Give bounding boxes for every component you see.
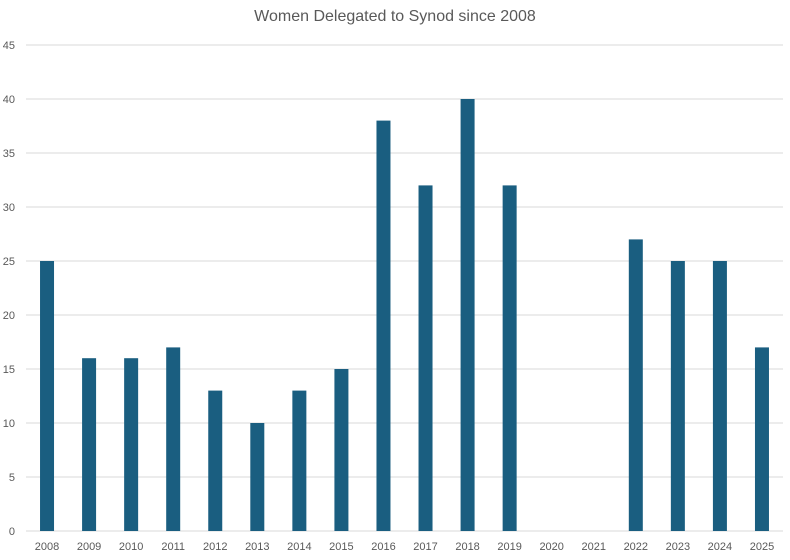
bar-2025 <box>754 347 769 531</box>
bar-2015 <box>334 369 349 531</box>
x-axis-tick-labels: 2008 2009 2010 2011 2012 2013 2014 2015 2016 2017… <box>35 541 774 553</box>
bar-2019 <box>502 185 517 531</box>
x-tick-label-2016: 2016 <box>371 541 395 553</box>
bar-2024 <box>712 261 727 531</box>
y-tick-label: 40 <box>3 94 15 106</box>
bar-2023 <box>670 261 685 531</box>
x-tick-label-2014: 2014 <box>287 541 311 553</box>
gridlines <box>26 44 783 532</box>
bar-2012 <box>208 390 223 531</box>
bar-2011 <box>166 347 181 531</box>
y-tick-label: 0 <box>9 526 15 538</box>
bar-2013 <box>250 423 265 531</box>
bar-2010 <box>124 358 139 531</box>
chart-title: Women Delegated to Synod since 2008 <box>254 8 536 25</box>
x-tick-label-2013: 2013 <box>245 541 269 553</box>
y-tick-label: 20 <box>3 310 15 322</box>
y-tick-label: 35 <box>3 148 15 160</box>
bar-2018 <box>460 99 475 531</box>
bar-2014 <box>292 390 307 531</box>
y-tick-label: 15 <box>3 364 15 376</box>
y-tick-label: 25 <box>3 256 15 268</box>
bar-2009 <box>82 358 97 531</box>
x-tick-label-2020: 2020 <box>539 541 563 553</box>
bar-2008 <box>40 261 55 531</box>
x-tick-label-2010: 2010 <box>119 541 143 553</box>
x-tick-label-2009: 2009 <box>77 541 101 553</box>
y-tick-label: 45 <box>3 40 15 52</box>
y-tick-label: 5 <box>9 472 15 484</box>
x-tick-label-2022: 2022 <box>624 541 648 553</box>
bars <box>40 99 769 531</box>
x-tick-label-2021: 2021 <box>582 541 606 553</box>
x-tick-label-2008: 2008 <box>35 541 59 553</box>
x-tick-label-2015: 2015 <box>329 541 353 553</box>
x-tick-label-2023: 2023 <box>666 541 690 553</box>
bar-2022 <box>628 239 643 531</box>
x-tick-label-2017: 2017 <box>413 541 437 553</box>
y-axis-tick-labels: 0 5 10 15 20 25 30 35 40 45 <box>3 40 15 538</box>
x-tick-label-2018: 2018 <box>455 541 479 553</box>
x-tick-label-2024: 2024 <box>708 541 732 553</box>
bar-2017 <box>418 185 433 531</box>
x-tick-label-2012: 2012 <box>203 541 227 553</box>
bar-2016 <box>376 120 391 531</box>
x-tick-label-2011: 2011 <box>161 541 185 553</box>
x-tick-label-2025: 2025 <box>750 541 774 553</box>
x-tick-label-2019: 2019 <box>497 541 521 553</box>
y-tick-label: 30 <box>3 202 15 214</box>
y-tick-label: 10 <box>3 418 15 430</box>
